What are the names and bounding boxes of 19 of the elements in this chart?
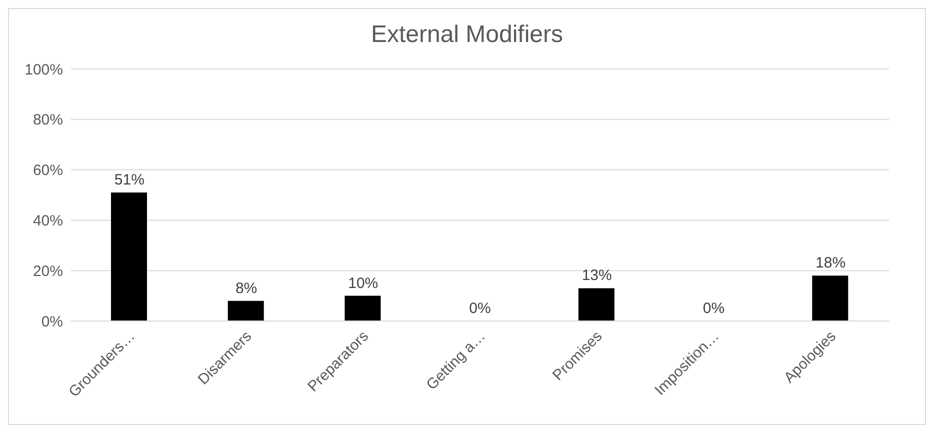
y-tick-label: 0% bbox=[41, 313, 63, 330]
data-label: 10% bbox=[348, 274, 378, 292]
data-label: 8% bbox=[235, 280, 258, 297]
bar bbox=[344, 296, 381, 321]
data-label: 18% bbox=[816, 254, 846, 272]
data-label: 51% bbox=[114, 171, 144, 188]
bar bbox=[812, 276, 848, 321]
data-label: 0% bbox=[702, 300, 725, 317]
data-label: 0% bbox=[469, 300, 491, 317]
y-tick-label: 80% bbox=[32, 112, 63, 129]
bar bbox=[228, 300, 264, 321]
y-tick-label: 40% bbox=[32, 212, 63, 230]
y-tick-label: 60% bbox=[32, 162, 63, 180]
data-label: 13% bbox=[582, 267, 612, 284]
y-tick-label: 100% bbox=[24, 61, 63, 78]
chart-title: External Modifiers bbox=[370, 20, 564, 50]
bar bbox=[578, 288, 614, 321]
y-tick-label: 20% bbox=[32, 262, 63, 280]
bar bbox=[111, 192, 147, 321]
